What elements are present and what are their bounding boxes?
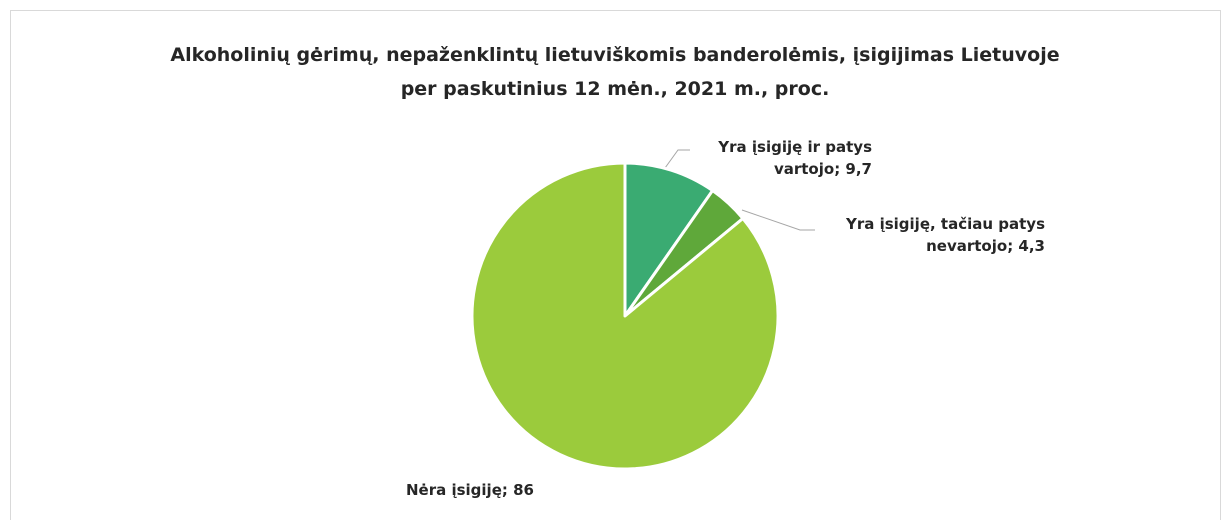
chart-title: Alkoholinių gėrimų, nepaženklintų lietuv…: [170, 44, 1060, 100]
label-separator: ;: [834, 160, 846, 178]
leader-line: [664, 149, 690, 169]
data-label: Nėra įsigiję; 86: [360, 479, 580, 501]
label-separator: ;: [1007, 237, 1019, 255]
label-value: 86: [513, 481, 534, 499]
label-category: Nėra įsigiję: [406, 481, 502, 499]
pie-slice: [623, 161, 715, 318]
data-label: Yra įsigiję ir patys vartojo; 9,7: [690, 136, 872, 180]
pie-slice: [470, 161, 780, 471]
label-value: 9,7: [845, 160, 872, 178]
label-category: Yra įsigiję ir patys vartojo: [718, 138, 872, 178]
data-label: Yra įsigiję, tačiau patys nevartojo; 4,3: [815, 213, 1045, 257]
label-separator: ;: [501, 481, 514, 499]
label-category: Yra įsigiję, tačiau patys nevartojo: [845, 215, 1045, 255]
leader-line: [741, 209, 815, 231]
label-value: 4,3: [1018, 237, 1045, 255]
